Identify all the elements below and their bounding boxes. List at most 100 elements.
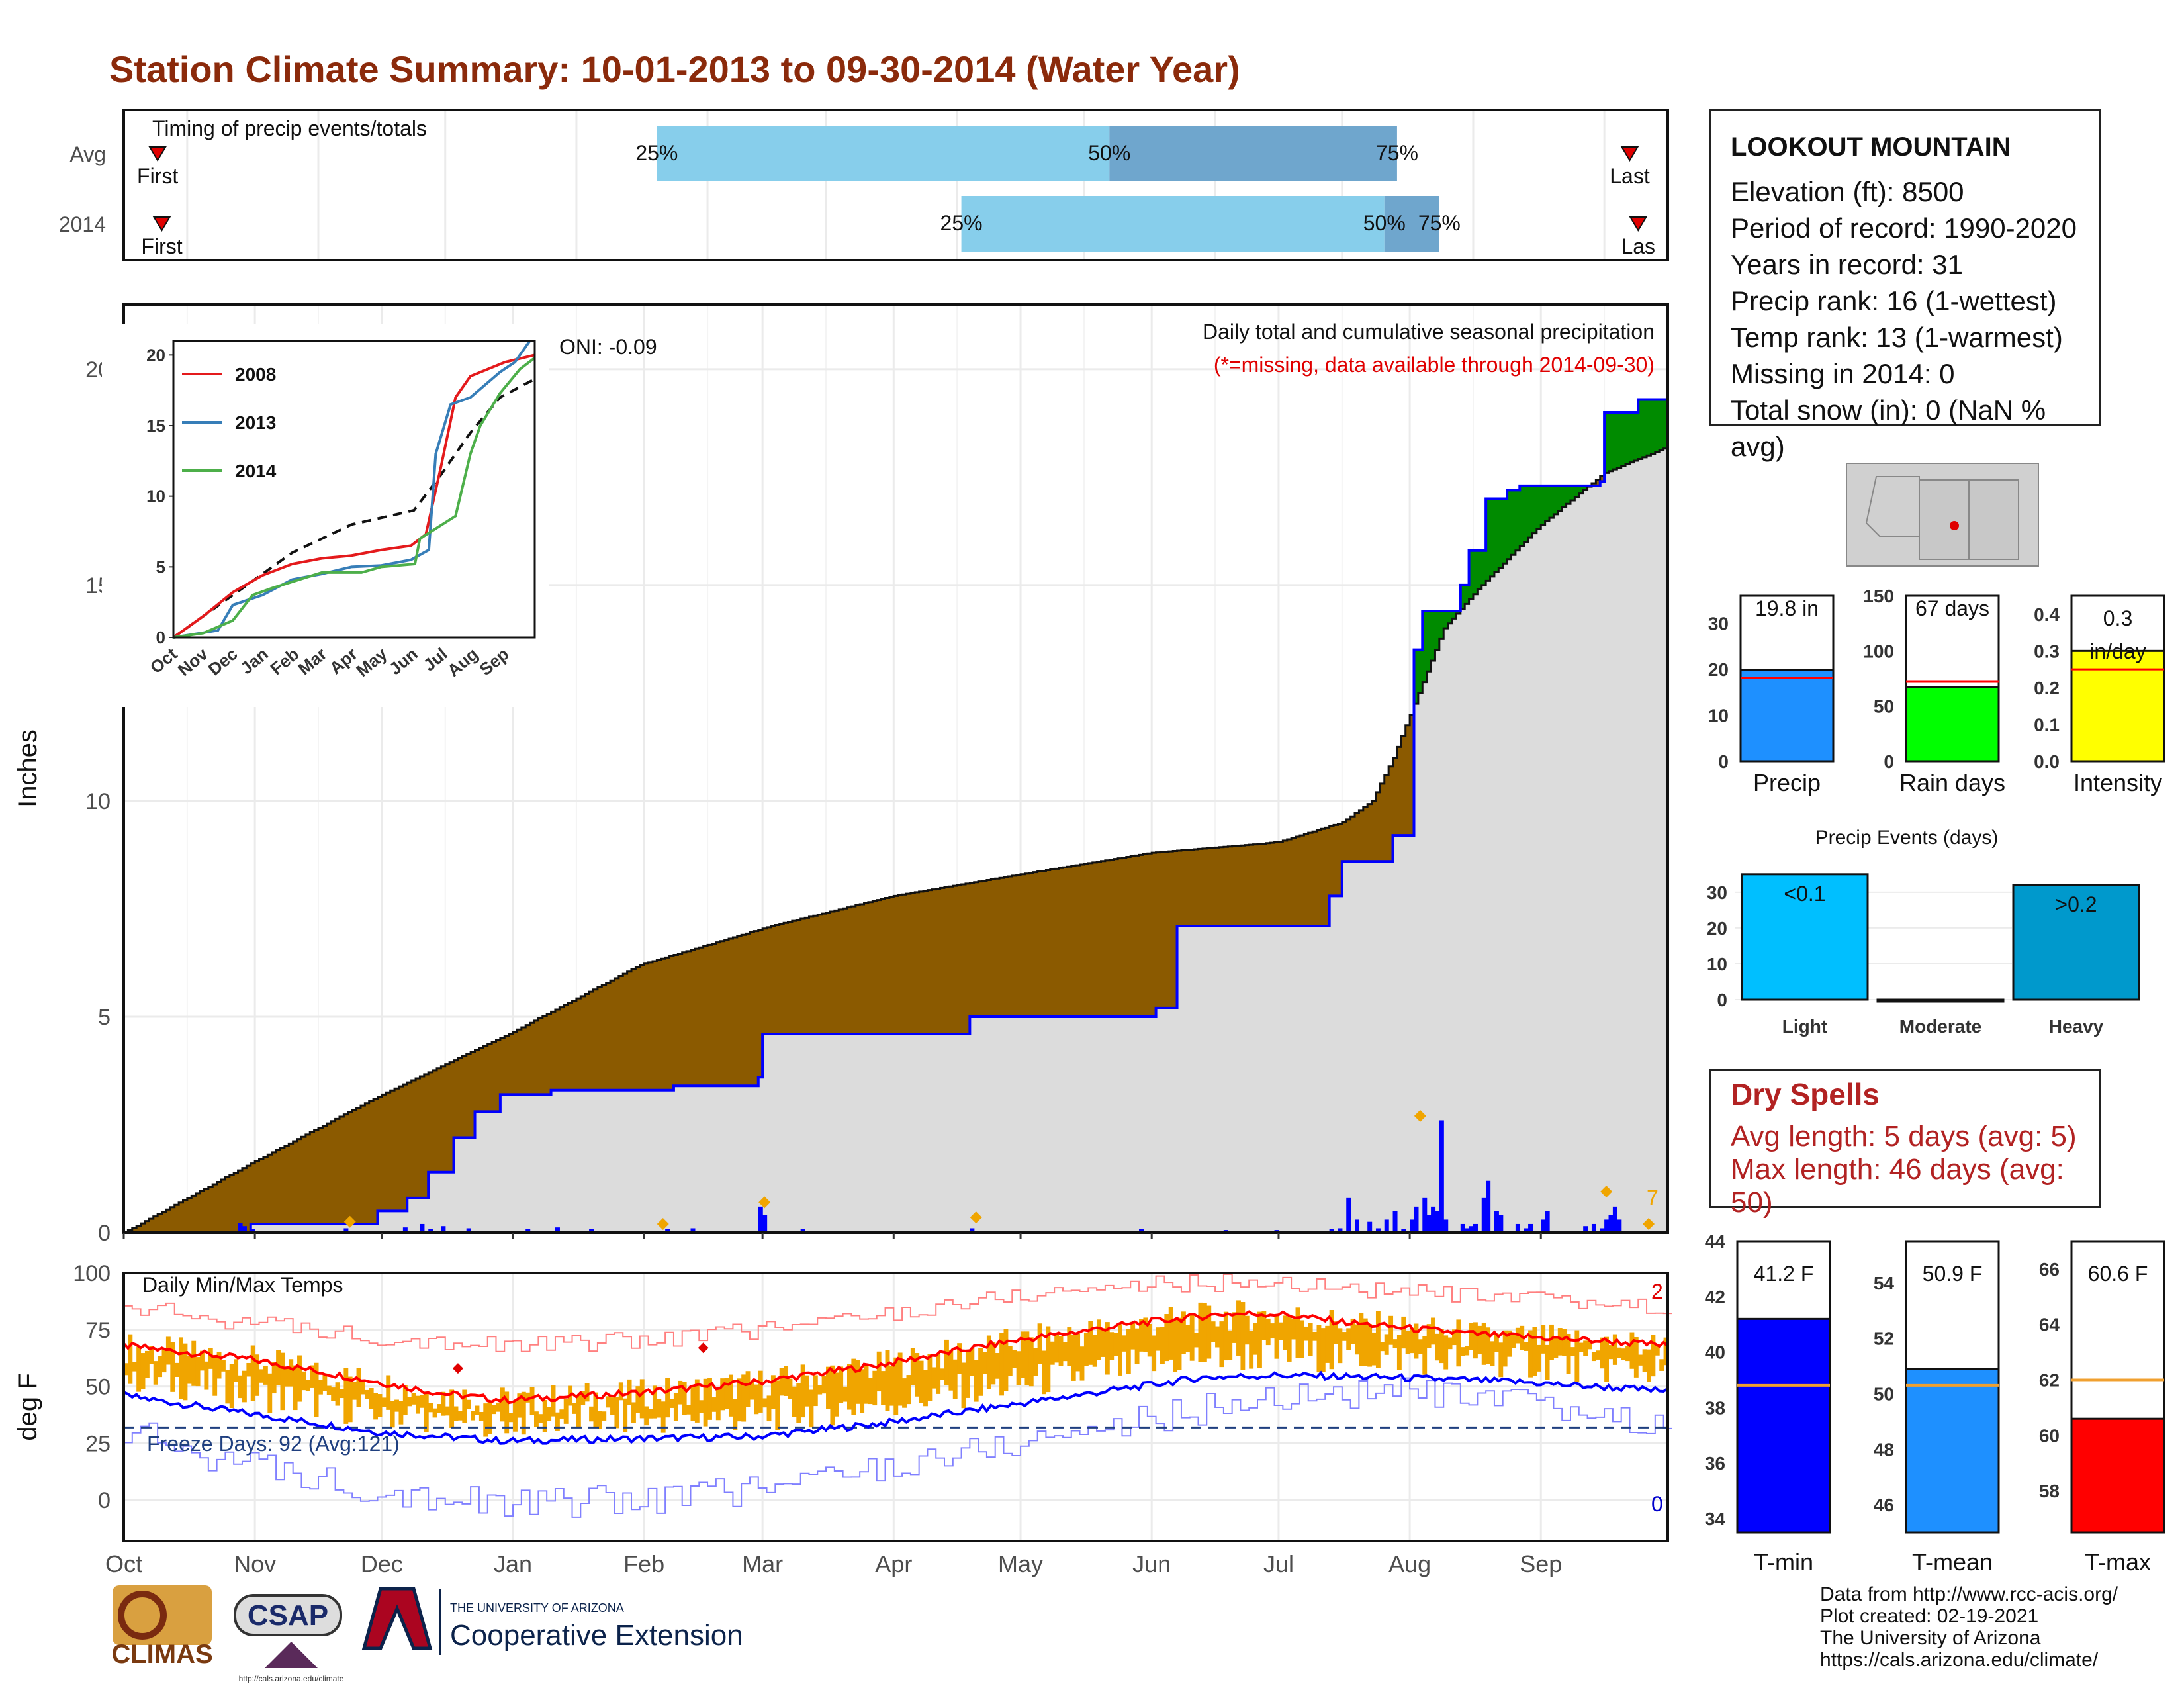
summary-bar xyxy=(1905,686,2000,763)
station-line: Years in record: 31 xyxy=(1731,249,1963,280)
daily-temp-bar xyxy=(580,1391,586,1405)
timing-bar-25-50 xyxy=(961,196,1385,252)
daily-temp-bar xyxy=(991,1342,996,1385)
events-ytick: 30 xyxy=(1707,882,1727,903)
daily-temp-bar xyxy=(1291,1319,1297,1340)
summary-ytick: 50 xyxy=(1874,696,1894,717)
daily-temp-bar xyxy=(1122,1335,1127,1352)
daily-precip-bar xyxy=(343,1228,349,1233)
daily-temp-bar xyxy=(1473,1322,1478,1359)
summary-ytick: 20 xyxy=(1708,659,1729,680)
daily-temp-bar xyxy=(352,1382,357,1400)
daily-temp-bar xyxy=(449,1389,455,1428)
daily-temp-bar xyxy=(1071,1335,1076,1381)
precip-corner-label: 7 xyxy=(1647,1186,1659,1209)
daily-temp-bar xyxy=(1392,1339,1398,1348)
daily-temp-bar xyxy=(457,1411,463,1421)
daily-temp-bar xyxy=(1528,1330,1533,1378)
daily-temp-bar xyxy=(927,1354,933,1401)
temp-panel-border xyxy=(122,1272,1669,1542)
freeze-days-label: Freeze Days: 92 (Avg:121) xyxy=(147,1432,400,1456)
daily-precip-bar xyxy=(1545,1211,1550,1233)
daily-temp-bar xyxy=(868,1378,873,1405)
daily-temp-bar xyxy=(1350,1318,1355,1344)
temp-summary-ytick: 50 xyxy=(1874,1383,1894,1404)
daily-temp-bar xyxy=(453,1406,459,1421)
events-bar xyxy=(1876,998,2005,1003)
summary-ytick: 0.0 xyxy=(2034,751,2060,772)
daily-temp-bar xyxy=(711,1397,717,1412)
daily-temp-bar xyxy=(1046,1326,1051,1393)
daily-temp-bar xyxy=(589,1406,594,1422)
daily-temp-bar xyxy=(500,1387,505,1422)
inset-ytick: 15 xyxy=(146,416,165,436)
daily-temp-bar xyxy=(766,1395,772,1422)
daily-temp-bar xyxy=(1557,1328,1563,1356)
daily-temp-bar xyxy=(1274,1314,1279,1359)
daily-temp-bar xyxy=(1126,1329,1131,1374)
daily-temp-bar xyxy=(1566,1333,1571,1374)
timing-label-50: 50% xyxy=(1363,211,1406,235)
daily-temp-bar xyxy=(390,1401,395,1428)
daily-temp-bar xyxy=(1638,1354,1643,1366)
temp-max-count: 2 xyxy=(1651,1280,1663,1303)
daily-temp-bar xyxy=(1502,1330,1508,1367)
daily-precip-bar xyxy=(1401,1229,1406,1233)
daily-temp-bar xyxy=(784,1366,789,1396)
daily-precip-bar xyxy=(800,1229,805,1233)
daily-temp-bar xyxy=(1312,1331,1317,1341)
daily-temp-bar xyxy=(1215,1326,1220,1348)
daily-temp-bar xyxy=(1223,1311,1228,1361)
daily-precip-bar xyxy=(1469,1226,1474,1233)
timing-label-75: 75% xyxy=(1376,141,1418,165)
daily-temp-bar xyxy=(1663,1337,1668,1366)
events-ytick: 20 xyxy=(1707,918,1727,939)
daily-temp-bar xyxy=(1334,1321,1338,1344)
daily-temp-bar xyxy=(255,1354,260,1396)
daily-temp-bar xyxy=(1447,1337,1453,1350)
precip-ytick: 5 xyxy=(98,1005,111,1030)
daily-temp-bar xyxy=(1617,1347,1622,1358)
month-label: Apr xyxy=(875,1550,912,1577)
daily-temp-bar xyxy=(792,1386,797,1417)
climas-logo-text: CLIMAS xyxy=(111,1640,212,1669)
daily-temp-bar xyxy=(618,1382,623,1401)
daily-temp-bar xyxy=(1118,1324,1122,1376)
daily-precip-bar xyxy=(1375,1228,1381,1233)
timing-label-25: 25% xyxy=(940,211,983,235)
daily-temp-bar xyxy=(1042,1350,1046,1395)
daily-temp-bar xyxy=(593,1392,598,1427)
daily-temp-bar xyxy=(1016,1351,1021,1385)
daily-precip-bar xyxy=(1524,1228,1529,1233)
daily-temp-bar xyxy=(749,1381,754,1400)
daily-precip-bar xyxy=(1435,1211,1440,1233)
timing-label-last: Las xyxy=(1621,234,1655,258)
precip-event-marker xyxy=(343,1215,356,1228)
daily-temp-bar xyxy=(737,1378,742,1422)
daily-temp-bar xyxy=(1160,1327,1165,1364)
daily-temp-bar xyxy=(200,1350,205,1371)
daily-temp-bar xyxy=(1380,1342,1385,1352)
daily-temp-bar xyxy=(1164,1314,1169,1362)
inset-legend-label: 2008 xyxy=(235,364,276,385)
daily-temp-bar xyxy=(745,1371,751,1407)
daily-temp-bar xyxy=(1642,1349,1647,1372)
daily-temp-bar xyxy=(576,1395,581,1428)
daily-temp-bar xyxy=(1249,1331,1254,1369)
daily-temp-bar xyxy=(289,1359,294,1387)
daily-precip-bar xyxy=(1494,1211,1499,1233)
daily-temp-bar xyxy=(322,1373,328,1391)
daily-temp-bar xyxy=(762,1398,768,1408)
timing-panel-border xyxy=(122,109,1669,261)
station-line: Precip rank: 16 (1-wettest) xyxy=(1731,285,2057,316)
daily-temp-bar xyxy=(411,1393,416,1405)
daily-temp-bar xyxy=(563,1398,569,1424)
daily-temp-bar xyxy=(492,1405,496,1415)
daily-temp-bar xyxy=(1578,1342,1584,1352)
daily-temp-bar xyxy=(373,1393,379,1420)
temp-summary-ytick: 44 xyxy=(1705,1231,1726,1252)
daily-temp-bar xyxy=(1236,1300,1241,1356)
daily-temp-bar xyxy=(813,1375,818,1407)
daily-temp-bar xyxy=(158,1356,163,1378)
daily-temp-bar xyxy=(191,1340,197,1386)
